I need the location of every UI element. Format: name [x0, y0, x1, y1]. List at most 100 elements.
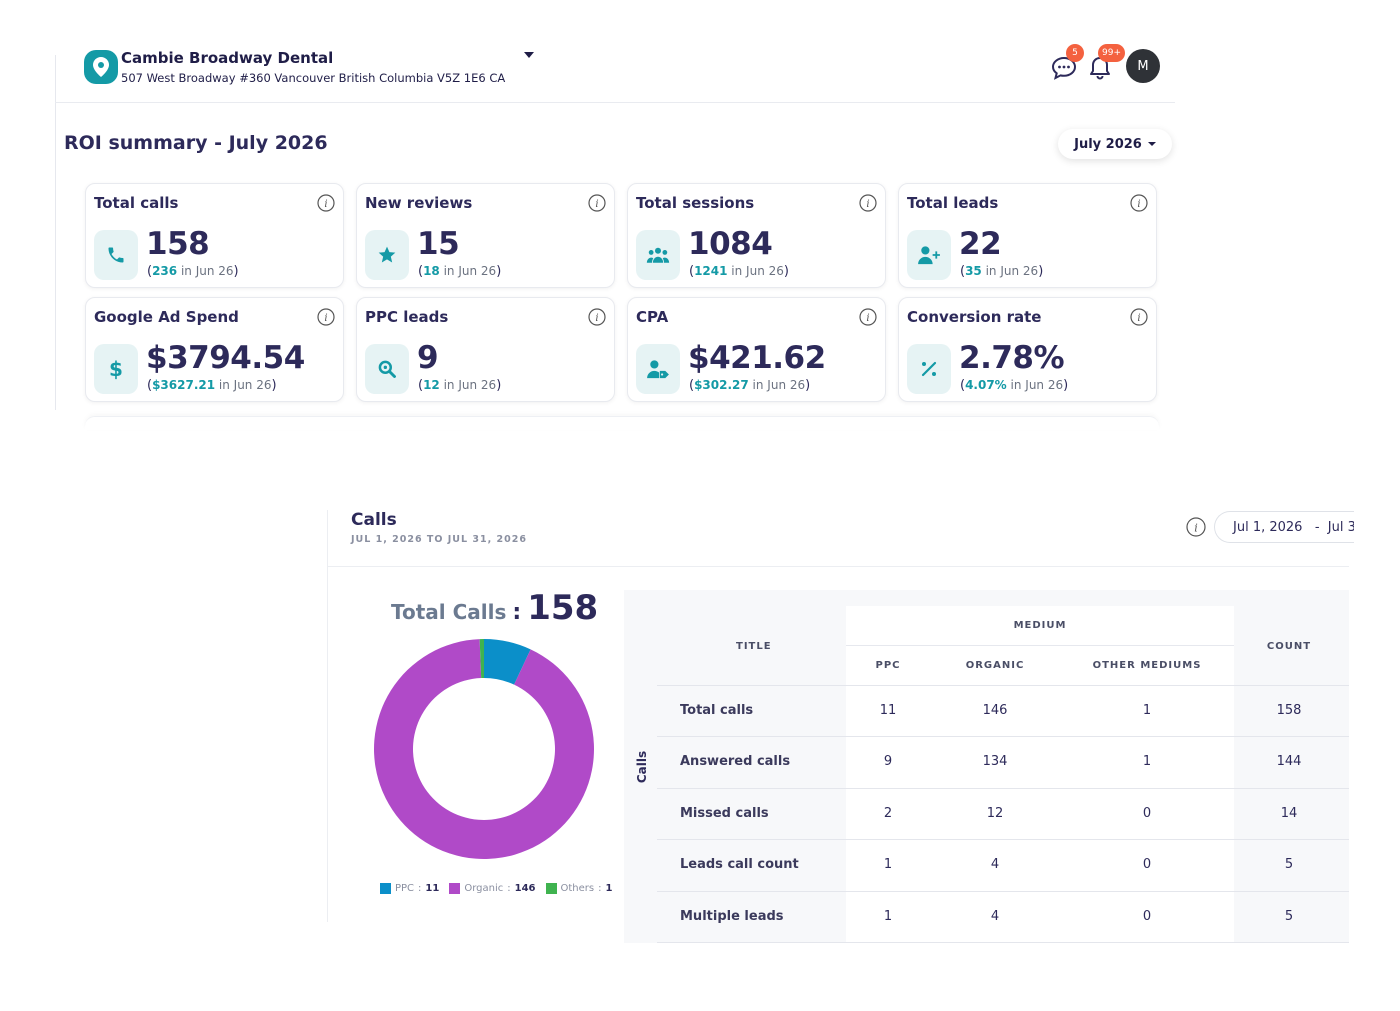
- stat-card-ppc-leads: PPC leads i 9 (12 in Jun 26): [356, 297, 615, 402]
- row-ppc: 9: [883, 754, 893, 769]
- chevron-down-icon[interactable]: [524, 52, 534, 58]
- legend-item-organic[interactable]: Organic:146: [449, 883, 536, 894]
- donut-slice-organic[interactable]: [373, 639, 594, 859]
- card-prev-label: in Jun 26: [177, 264, 234, 278]
- card-value: 1084: [688, 226, 773, 262]
- divider: [55, 102, 1175, 103]
- row-title: Answered calls: [680, 754, 791, 769]
- card-comparison: (35 in Jun 26): [960, 264, 1044, 279]
- header-title: TITLE: [736, 641, 772, 652]
- date-range-picker[interactable]: Jul 1, 2026 - Jul 31: [1214, 511, 1354, 543]
- dollar-icon: $: [94, 344, 138, 394]
- row-ppc: 1: [883, 909, 893, 924]
- header-other-mediums: OTHER MEDIUMS: [1092, 660, 1202, 671]
- svg-text:i: i: [324, 313, 327, 324]
- legend-item-others[interactable]: Others:1: [545, 883, 613, 894]
- header-medium: MEDIUM: [1013, 620, 1067, 631]
- row-organic: 12: [986, 806, 1004, 821]
- calls-donut-chart: [373, 639, 594, 859]
- header-medium-group: MEDIUM PPC ORGANIC OTHER MEDIUMS: [846, 606, 1234, 685]
- legend-label: Organic: [464, 883, 504, 894]
- row-other: 0: [1142, 806, 1152, 821]
- info-icon[interactable]: i: [588, 308, 606, 326]
- legend-label: PPC: [395, 883, 415, 894]
- search-icon: [365, 344, 409, 394]
- divider: [657, 891, 1349, 892]
- card-prev-value: 236: [152, 264, 178, 278]
- card-prev-label: in Jun 26: [439, 264, 497, 278]
- stat-card-total-calls: Total calls i 158 (236 in Jun 26): [85, 183, 344, 288]
- notifications-badge: 99+: [1098, 44, 1125, 62]
- row-title: Total calls: [680, 703, 754, 718]
- legend-swatch: [545, 883, 557, 894]
- divider: [657, 685, 1349, 686]
- card-value: 2.78%: [959, 340, 1065, 376]
- row-count: 14: [1280, 806, 1298, 821]
- avatar[interactable]: M: [1126, 49, 1160, 83]
- user-plus-icon: [907, 230, 951, 280]
- info-icon[interactable]: i: [317, 194, 335, 212]
- phone-icon: [94, 230, 138, 280]
- row-title: Multiple leads: [680, 909, 784, 924]
- card-edge: [85, 416, 1159, 430]
- svg-text:i: i: [1194, 522, 1198, 535]
- total-calls-label: Total Calls: [391, 600, 507, 624]
- info-icon[interactable]: i: [588, 194, 606, 212]
- card-prev-label: in Jun 26: [748, 378, 806, 392]
- row-count: 5: [1284, 909, 1294, 924]
- svg-text:i: i: [1137, 199, 1140, 210]
- card-value: 158: [146, 226, 210, 262]
- svg-text:$: $: [109, 358, 123, 380]
- info-icon[interactable]: i: [317, 308, 335, 326]
- legend-item-ppc[interactable]: PPC:11: [380, 883, 439, 894]
- card-prev-value: 1241: [694, 264, 728, 278]
- legend-value: 146: [514, 883, 536, 894]
- chart-legend: PPC:11 Organic:146 Others:1: [380, 883, 612, 894]
- stat-card-google-ad-spend: Google Ad Spend i $ $3794.54 ($3627.21 i…: [85, 297, 344, 402]
- card-label: CPA: [636, 308, 669, 326]
- calls-table: Calls TITLE MEDIUM PPC ORGANIC OTHER MED…: [624, 590, 1349, 943]
- caret-down-icon: [1147, 142, 1156, 146]
- divider: [55, 55, 56, 410]
- card-comparison: (4.07% in Jun 26): [960, 378, 1069, 393]
- calls-panel: Calls JUL 1, 2026 TO JUL 31, 2026 i Jul …: [327, 500, 1354, 950]
- info-icon[interactable]: i: [1130, 194, 1148, 212]
- card-label: Google Ad Spend: [94, 308, 239, 326]
- messages-badge: 5: [1066, 44, 1084, 62]
- card-label: Total leads: [907, 194, 999, 212]
- medium-columns-bg: [846, 685, 1234, 943]
- donut-slice-ppc[interactable]: [484, 639, 531, 685]
- stat-card-total-leads: Total leads i 22 (35 in Jun 26): [898, 183, 1157, 288]
- divider: [846, 645, 1234, 646]
- location-pin-icon[interactable]: [84, 50, 118, 84]
- total-calls-value: 158: [527, 588, 599, 628]
- info-icon[interactable]: i: [859, 194, 877, 212]
- card-label: New reviews: [365, 194, 473, 212]
- stat-card-conversion-rate: Conversion rate i 2.78% (4.07% in Jun 26…: [898, 297, 1157, 402]
- messages-button[interactable]: [1050, 54, 1078, 82]
- row-ppc: 2: [883, 806, 893, 821]
- percent-icon: [907, 344, 951, 394]
- info-icon[interactable]: i: [859, 308, 877, 326]
- svg-text:i: i: [595, 313, 598, 324]
- month-selector[interactable]: July 2026: [1058, 129, 1172, 159]
- donut-slice-others[interactable]: [479, 639, 484, 679]
- card-prev-label: in Jun 26: [439, 378, 497, 392]
- card-prev-label: in Jun 26: [727, 264, 784, 278]
- card-value: 22: [959, 226, 1002, 262]
- svg-text:i: i: [595, 199, 598, 210]
- info-icon[interactable]: i: [1130, 308, 1148, 326]
- info-icon[interactable]: i: [1186, 517, 1206, 537]
- card-comparison: ($302.27 in Jun 26): [689, 378, 811, 393]
- legend-swatch: [449, 883, 461, 894]
- divider: [657, 942, 1349, 943]
- business-address: 507 West Broadway #360 Vancouver British…: [121, 71, 506, 85]
- row-other: 1: [1142, 703, 1152, 718]
- row-title: Leads call count: [680, 857, 799, 872]
- month-selector-label: July 2026: [1074, 136, 1142, 152]
- card-comparison: (1241 in Jun 26): [689, 264, 789, 279]
- legend-value: 1: [605, 883, 613, 894]
- stat-card-total-sessions: Total sessions i 1084 (1241 in Jun 26): [627, 183, 886, 288]
- row-organic: 134: [982, 754, 1008, 769]
- business-name[interactable]: Cambie Broadway Dental: [121, 49, 334, 67]
